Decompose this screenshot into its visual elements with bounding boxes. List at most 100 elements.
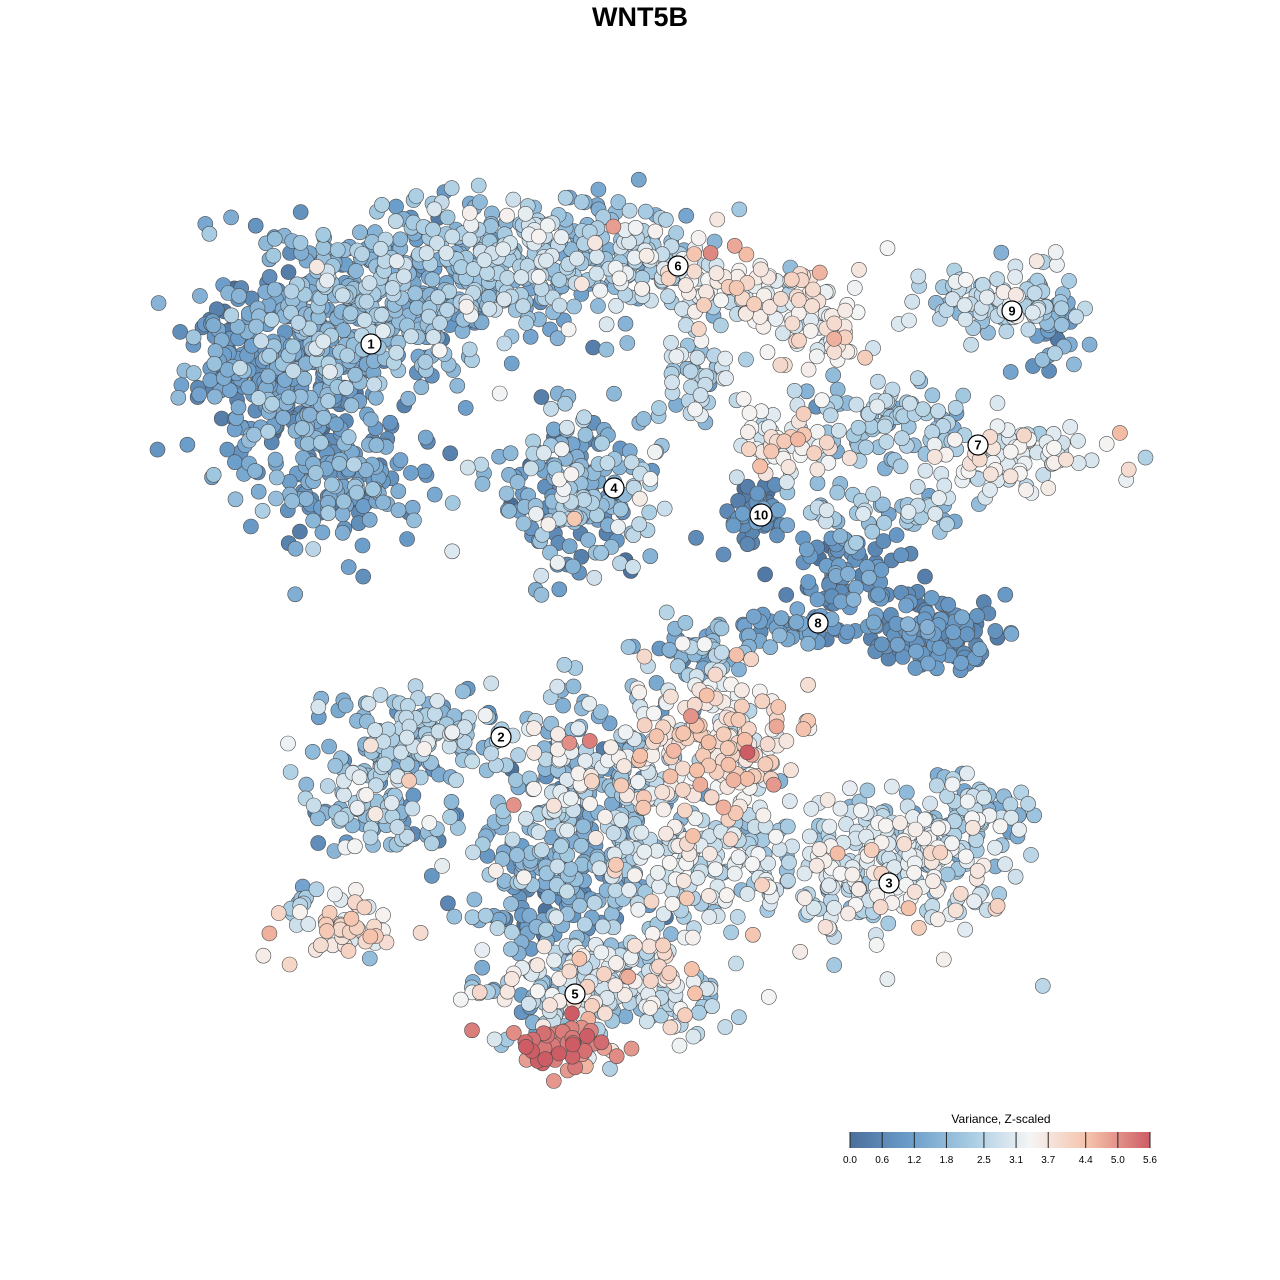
cell-point [1120, 461, 1137, 478]
cell-point [365, 481, 381, 498]
cell-point [489, 920, 506, 936]
cell-point [632, 747, 649, 764]
cell-point [464, 909, 481, 926]
cell-point [502, 445, 519, 462]
cell-point [656, 500, 673, 517]
cell-point [464, 753, 481, 770]
cell-point [549, 330, 566, 347]
cell-point [953, 655, 969, 671]
cell-point [399, 828, 416, 845]
cell-point [718, 887, 735, 904]
cell-point [909, 478, 926, 495]
cell-point [924, 424, 941, 441]
cell-point [623, 454, 640, 471]
cell-point [576, 409, 592, 426]
cell-point [1061, 273, 1077, 289]
cell-point [642, 973, 659, 989]
cell-point [423, 835, 440, 852]
cell-point [517, 206, 534, 222]
cell-point [904, 293, 921, 310]
cell-point [461, 231, 478, 248]
cell-point [731, 201, 748, 218]
cell-point [795, 721, 812, 737]
cell-point [305, 797, 322, 814]
cell-point [743, 651, 760, 668]
cell-point [314, 524, 331, 541]
cell-point [206, 355, 223, 372]
cell-point [969, 862, 986, 879]
cell-point [740, 424, 756, 441]
cell-point [675, 873, 692, 889]
cell-point [347, 838, 363, 855]
cell-point [207, 388, 223, 405]
cell-point [307, 465, 324, 481]
cell-point [366, 376, 383, 393]
cell-point [1047, 244, 1064, 260]
cell-point [880, 915, 897, 932]
cell-point [338, 380, 355, 396]
cell-point [598, 316, 615, 333]
cell-point [334, 524, 351, 541]
cell-point [653, 1007, 669, 1024]
cell-point [594, 435, 610, 452]
cell-point [698, 284, 714, 300]
cell-point [848, 534, 864, 551]
cell-point [916, 811, 933, 828]
cell-point [760, 989, 777, 1005]
cell-point [840, 566, 856, 582]
cell-point [543, 400, 559, 417]
legend-tick-label: 3.1 [1009, 1155, 1023, 1166]
cell-point [412, 924, 429, 941]
cell-point [676, 802, 693, 819]
cell-point [647, 223, 664, 240]
cell-point [1002, 468, 1019, 485]
cell-point [309, 258, 325, 275]
cell-point [358, 293, 375, 310]
cluster-label-text: 10 [754, 508, 768, 523]
cell-point [310, 835, 327, 851]
cell-point [361, 511, 378, 528]
cell-point [474, 942, 491, 958]
cell-point [240, 379, 257, 396]
cell-point [503, 355, 520, 372]
cell-point [284, 493, 300, 509]
cell-point [503, 971, 520, 987]
cell-point [746, 296, 763, 312]
cell-point [304, 743, 321, 760]
cell-point [505, 797, 522, 813]
cell-point [545, 797, 562, 814]
cell-point [675, 725, 692, 742]
cell-point [254, 502, 271, 519]
cell-point [434, 858, 451, 874]
cell-point [987, 839, 1003, 856]
cell-point [335, 493, 352, 510]
cell-point [1023, 847, 1039, 863]
cell-point [956, 297, 973, 314]
cell-point [232, 360, 248, 376]
cell-point [340, 943, 357, 959]
cell-point [545, 1073, 562, 1089]
cell-point [343, 397, 360, 414]
cell-point [964, 819, 981, 836]
cell-point [264, 395, 281, 412]
cell-point [319, 778, 336, 794]
cell-point [557, 395, 574, 412]
cell-point [658, 212, 674, 228]
cell-point [686, 263, 703, 280]
cell-point [477, 707, 494, 724]
cell-point [826, 331, 843, 347]
cell-point [405, 787, 422, 804]
cluster-labels-layer: 1 2 3 4 5 6 7 8 9 10 [360, 255, 1023, 1005]
cell-point [783, 762, 799, 779]
cell-point [663, 334, 679, 351]
cell-point [313, 434, 329, 451]
cell-point [642, 471, 659, 487]
cell-point [670, 658, 686, 675]
cell-point [728, 280, 745, 296]
cell-point [690, 321, 707, 337]
cell-point [560, 321, 577, 338]
cell-point [626, 937, 643, 954]
cell-point [170, 389, 187, 406]
cell-point [597, 1005, 613, 1022]
cell-point [701, 909, 718, 925]
